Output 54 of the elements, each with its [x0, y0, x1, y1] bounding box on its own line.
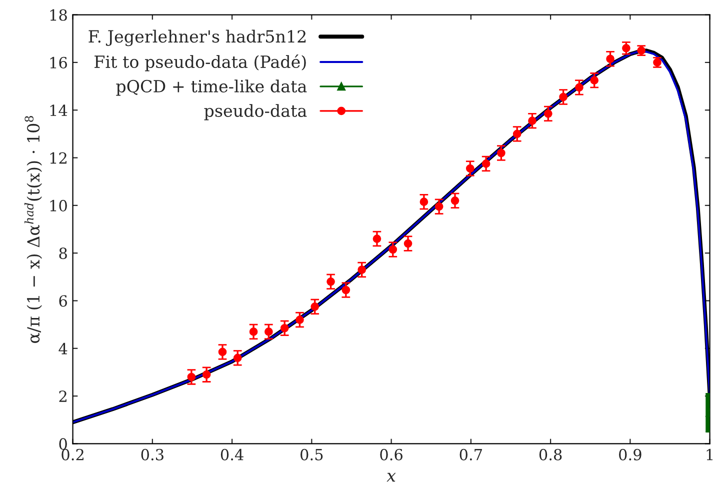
point	[482, 160, 490, 168]
point	[544, 110, 552, 118]
point	[296, 316, 304, 324]
point	[575, 83, 584, 92]
x-tick-label: 0.5	[300, 448, 323, 460]
point	[622, 44, 630, 52]
point	[326, 278, 335, 286]
point	[342, 286, 350, 294]
point	[358, 266, 366, 274]
legend-label: pQCD + time-like data	[116, 80, 307, 96]
point	[528, 116, 536, 125]
point	[280, 324, 289, 332]
y-tick-label: 0	[59, 438, 67, 450]
x-tick-label: 0.3	[141, 448, 164, 460]
y-tick-label: 10	[50, 200, 67, 212]
point	[606, 54, 614, 64]
x-axis-title: x	[386, 472, 396, 482]
point	[218, 348, 227, 356]
x-tick-label: 1	[706, 448, 712, 460]
y-axis-title: α/π (1 − x) Δα$^{had}$(t(x)) · 10$^{8}$	[24, 116, 42, 343]
point	[372, 234, 382, 243]
y-tick-label: 2	[59, 390, 66, 402]
point	[497, 148, 506, 158]
point	[434, 202, 444, 211]
point	[202, 370, 211, 379]
y-tick-label: 14	[50, 104, 68, 116]
x-tick-label: 0.4	[220, 448, 244, 460]
point	[559, 92, 568, 102]
y-tick-label: 12	[50, 152, 66, 164]
point	[404, 239, 412, 248]
point	[187, 372, 196, 382]
legend-label: F. Jegerlehner's hadr5n12	[88, 30, 306, 46]
point	[249, 328, 258, 336]
y-tick-label: 18	[50, 9, 67, 21]
point	[233, 354, 242, 362]
legend-label: Fit to pseudo-data (Padé)	[94, 54, 306, 72]
point	[590, 76, 599, 84]
y-tick-label: 4	[58, 342, 68, 354]
x-tick-label: 0.8	[539, 448, 562, 460]
x-tick-label: 0.9	[619, 448, 642, 460]
y-tick-label: 6	[59, 295, 67, 307]
point	[388, 245, 398, 254]
y-tick-label: 16	[50, 56, 67, 68]
x-tick-label: 0.6	[380, 448, 402, 460]
x-tick-label: 0.2	[62, 448, 84, 460]
point	[466, 164, 474, 173]
point	[310, 302, 320, 311]
point	[450, 196, 460, 205]
legend-label: pseudo-data	[204, 104, 307, 120]
x-tick-label: 0.7	[460, 448, 482, 460]
y-tick-label: 8	[59, 248, 67, 260]
point	[264, 328, 273, 336]
point	[420, 198, 428, 206]
point	[512, 130, 522, 138]
